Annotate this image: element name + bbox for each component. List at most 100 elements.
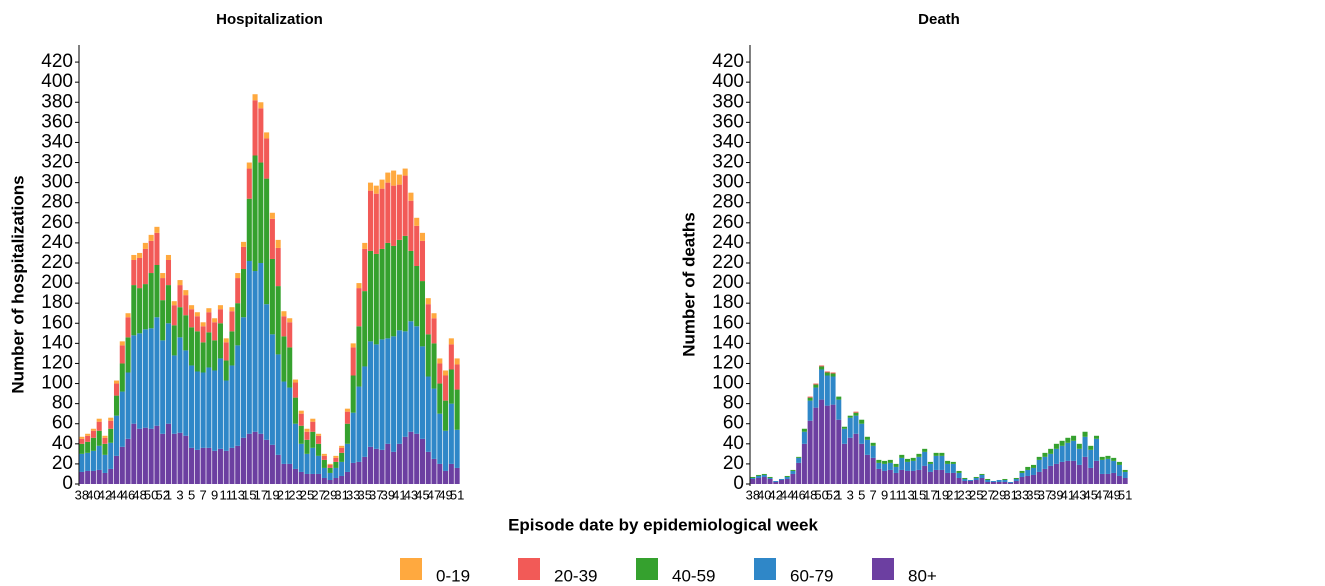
x-tick-label: 7 <box>199 487 206 502</box>
bar-segment <box>235 303 241 346</box>
bar-segment <box>1053 443 1059 449</box>
bar-segment <box>316 435 322 444</box>
bar-segment <box>264 304 270 440</box>
x-tick-label: 7 <box>870 487 877 502</box>
bar-segment <box>165 285 172 324</box>
bar-segment <box>824 371 830 373</box>
x-tick-label: 27 <box>980 487 994 502</box>
bar-segment <box>1088 467 1094 484</box>
bar-segment <box>916 453 922 457</box>
bar-segment <box>90 450 96 471</box>
bar-segment <box>142 284 148 330</box>
bar-segment <box>148 328 154 429</box>
bar-segment <box>1122 471 1128 478</box>
bar-segment <box>864 454 870 484</box>
bar-segment <box>367 446 374 484</box>
bar-segment <box>904 461 911 471</box>
bar-segment <box>1019 476 1025 484</box>
bar-segment <box>356 461 362 484</box>
bar-segment <box>142 248 148 285</box>
bar-segment <box>408 431 414 484</box>
bar-segment <box>830 373 836 377</box>
bar-segment <box>160 278 166 301</box>
bar-segment <box>910 457 916 461</box>
bar-segment <box>893 466 899 473</box>
x-tick-label: 38 <box>746 487 760 502</box>
legend-swatch <box>636 558 658 580</box>
bar-segment <box>443 370 449 376</box>
bar-segment <box>853 415 859 434</box>
bar-segment <box>778 479 785 484</box>
y-tick-label: 160 <box>712 312 744 333</box>
bar-segment <box>321 453 327 456</box>
bar-segment <box>177 285 183 308</box>
bar-segment <box>402 331 408 437</box>
x-tick-label: 33 <box>346 487 360 502</box>
bar-segment <box>448 344 454 370</box>
bar-segment <box>229 311 235 332</box>
bar-segment <box>292 379 299 383</box>
bar-segment <box>396 174 402 185</box>
x-tick-label: 50 <box>144 487 158 502</box>
x-tick-label: 5 <box>188 487 195 502</box>
bar-segment <box>391 336 397 452</box>
bar-segment <box>212 370 218 451</box>
bar-segment <box>1042 468 1048 484</box>
bar-segment <box>269 212 275 219</box>
y-tick-label: 180 <box>41 292 73 313</box>
bar-segment <box>189 447 195 484</box>
bar-segment <box>113 383 120 396</box>
bar-segment <box>183 315 189 351</box>
bar-segment <box>350 347 356 376</box>
bar-segment <box>333 467 339 478</box>
bar-segment <box>761 473 767 475</box>
bar-segment <box>916 469 922 484</box>
bar-segment <box>287 322 293 348</box>
bar-segment <box>431 458 437 484</box>
x-tick-label: 3 <box>847 487 854 502</box>
bar-segment <box>385 172 391 183</box>
bar-segment <box>945 463 951 473</box>
bar-segment <box>922 465 928 484</box>
bar-segment <box>807 400 813 421</box>
bar-segment <box>258 108 264 163</box>
bar-segment <box>333 457 339 462</box>
bar-segment <box>1116 461 1122 465</box>
bar-segment <box>887 459 893 463</box>
bar-segment <box>796 456 802 458</box>
bar-segment <box>292 423 299 469</box>
bar-segment <box>396 184 402 240</box>
y-tick-label: 180 <box>712 292 744 313</box>
bar-segment <box>356 283 362 289</box>
bar-segment <box>396 443 402 484</box>
bar-segment <box>304 453 310 474</box>
bar-segment <box>310 447 316 474</box>
bar-segment <box>443 375 449 401</box>
bar-segment <box>183 350 189 436</box>
bar-segment <box>1099 459 1105 474</box>
bar-segment <box>217 309 223 324</box>
bar-segment <box>1105 455 1111 459</box>
y-tick-label: 200 <box>41 272 73 293</box>
bar-segment <box>194 331 200 372</box>
bar-segment <box>1048 465 1054 484</box>
bar-segment <box>391 170 397 186</box>
y-tick-label: 0 <box>733 473 744 494</box>
x-tick-label: 48 <box>803 487 817 502</box>
bar-segment <box>904 458 911 462</box>
bar-segment <box>373 344 379 449</box>
bar-segment <box>229 447 235 484</box>
bar-segment <box>870 445 876 458</box>
bar-segment <box>1059 445 1065 462</box>
bar-segment <box>200 326 206 343</box>
bar-segment <box>431 343 437 389</box>
bar-segment <box>402 168 408 176</box>
x-tick-label: 37 <box>1038 487 1052 502</box>
bar-segment <box>448 403 454 464</box>
bar-segment <box>379 248 385 340</box>
bar-segment <box>876 462 882 469</box>
bar-segment <box>246 260 252 434</box>
bar-segment <box>414 326 420 434</box>
bar-segment <box>292 468 299 484</box>
bar-segment <box>85 452 91 471</box>
